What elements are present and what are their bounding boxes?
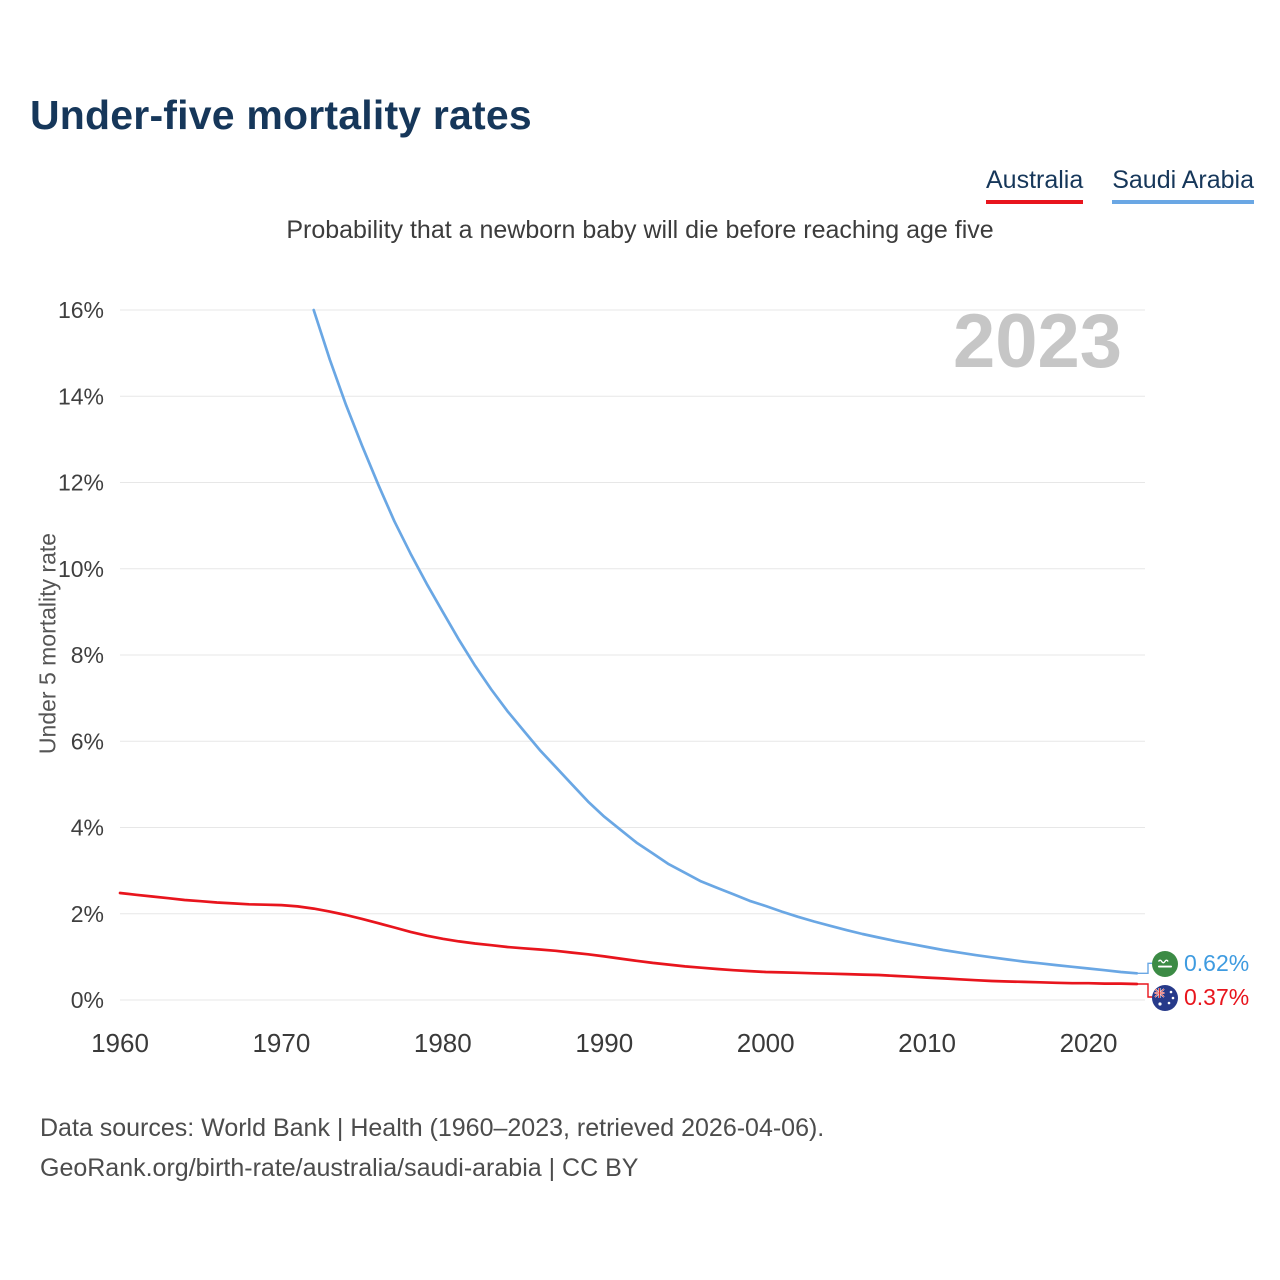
x-tick-label: 1970 — [252, 1028, 310, 1058]
end-label-connector — [1136, 983, 1156, 998]
footer: Data sources: World Bank | Health (1960–… — [40, 1108, 824, 1188]
year-watermark: 2023 — [952, 299, 1123, 384]
legend: Australia Saudi Arabia — [964, 166, 1254, 204]
y-tick-label: 8% — [71, 642, 104, 668]
x-tick-label: 2000 — [737, 1028, 795, 1058]
y-tick-label: 2% — [71, 901, 104, 927]
end-label-saudi-value: 0.62% — [1184, 950, 1250, 976]
x-tick-label: 2020 — [1060, 1028, 1118, 1058]
x-tick-label: 1990 — [575, 1028, 633, 1058]
end-label-australia: 0.37% — [1152, 984, 1249, 1011]
chart-subtitle: Probability that a newborn baby will die… — [286, 216, 994, 244]
x-tick-label: 2010 — [898, 1028, 956, 1058]
footer-source-text: Data sources: World Bank | Health (1960–… — [40, 1114, 825, 1142]
y-tick-label: 10% — [58, 556, 104, 582]
end-label-connector — [1136, 962, 1156, 974]
series-line-australia — [118, 891, 1139, 986]
y-tick-label: 6% — [71, 728, 104, 754]
legend-item-australia[interactable]: Australia — [986, 166, 1084, 204]
y-tick-label: 4% — [71, 815, 104, 841]
mortality-line-chart[interactable]: 0% 2% 4% 6% 8% 10% 12% 14% 16% 1960 1970 1980 1990 20… — [0, 270, 1280, 1060]
y-tick-label: 16% — [58, 297, 104, 323]
y-tick-label: 12% — [58, 470, 104, 496]
saudi-arabia-flag-icon — [1152, 950, 1178, 977]
end-label-australia-value: 0.37% — [1184, 984, 1250, 1010]
y-tick-label: 14% — [58, 383, 104, 409]
chart-area: 0% 2% 4% 6% 8% 10% 12% 14% 16% 1960 1970 1980 1990 20… — [0, 270, 1280, 1060]
page-title: Under-five mortality rates — [30, 92, 532, 138]
y-axis-label: Under 5 mortality rate — [34, 532, 61, 755]
series-line-saudi-arabia — [312, 308, 1139, 975]
australia-flag-icon — [1152, 984, 1178, 1011]
legend-item-saudi-arabia[interactable]: Saudi Arabia — [1112, 166, 1254, 204]
footer-license-text: GeoRank.org/birth-rate/australia/saudi-a… — [40, 1154, 639, 1182]
x-tick-label: 1960 — [91, 1028, 149, 1058]
end-label-saudi-arabia: 0.62% — [1152, 950, 1249, 977]
y-tick-label: 0% — [71, 987, 104, 1013]
x-tick-label: 1980 — [414, 1028, 472, 1058]
